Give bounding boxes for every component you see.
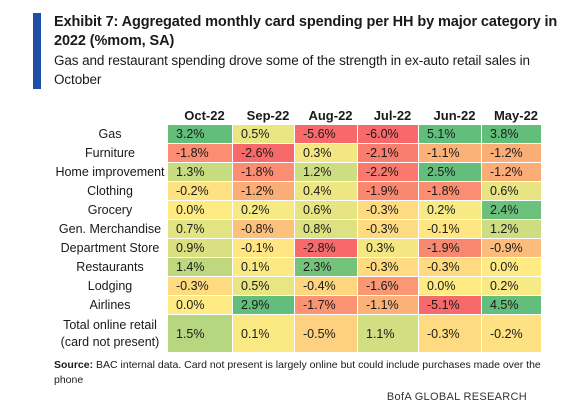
row-label-department-store: Department Store [60,241,160,255]
exhibit-title: Exhibit 7: Aggregated monthly card spend… [54,14,558,49]
cell-total-online-retail-card-not-present-aug-22: -0.5% [295,315,358,353]
cell-furniture-sep-22: -2.6% [233,144,295,163]
cell-gen-merchandise-oct-22: 0.7% [168,220,233,239]
cell-lodging-oct-22: -0.3% [168,277,233,296]
accent-bar [33,13,41,89]
cell-grocery-may-22: 2.4% [482,201,542,220]
cell-restaurants-jun-22: -0.3% [419,258,482,277]
cell-restaurants-sep-22: 0.1% [233,258,295,277]
cell-clothing-sep-22: -1.2% [233,182,295,201]
source-text: BAC internal data. Card not present is l… [54,359,541,386]
heatmap-table: Oct-22 Sep-22 Aug-22 Jul-22 Jun-22 May-22 Gas 3… [54,106,560,353]
cell-grocery-jul-22: -0.3% [358,201,419,220]
cell-restaurants-aug-22: 2.3% [295,258,358,277]
row-label-clothing: Clothing [87,184,133,198]
cell-home-improvement-jul-22: -2.2% [358,163,419,182]
cell-airlines-jul-22: -1.1% [358,296,419,315]
cell-gas-aug-22: -5.6% [295,125,358,144]
row-label-lodging: Lodging [87,279,133,293]
cell-airlines-sep-22: 2.9% [233,296,295,315]
column-header-jul-22: Jul-22 [373,108,412,123]
row-label-furniture: Furniture [84,146,136,160]
row-label-home-improvement: Home improvement [55,165,165,179]
cell-clothing-jul-22: -1.9% [358,182,419,201]
cell-department-store-jul-22: 0.3% [358,239,419,258]
cell-restaurants-may-22: 0.0% [482,258,542,277]
cell-grocery-jun-22: 0.2% [419,201,482,220]
column-header-oct-22: Oct-22 [184,108,225,123]
cell-home-improvement-oct-22: 1.3% [168,163,233,182]
cell-clothing-may-22: 0.6% [482,182,542,201]
row-label-gas: Gas [98,127,122,141]
cell-clothing-oct-22: -0.2% [168,182,233,201]
cell-department-store-may-22: -0.9% [482,239,542,258]
cell-total-online-retail-card-not-present-oct-22: 1.5% [168,315,233,353]
cell-airlines-may-22: 4.5% [482,296,542,315]
brand-footer: BofA GLOBAL RESEARCH [386,391,527,403]
cell-clothing-jun-22: -1.8% [419,182,482,201]
cell-furniture-may-22: -1.2% [482,144,542,163]
row-label-restaurants: Restaurants [76,260,144,274]
exhibit-subtitle: Gas and restaurant spending drove some o… [54,53,530,87]
cell-airlines-oct-22: 0.0% [168,296,233,315]
cell-restaurants-oct-22: 1.4% [168,258,233,277]
cell-furniture-jul-22: -2.1% [358,144,419,163]
cell-total-online-retail-card-not-present-may-22: -0.2% [482,315,542,353]
cell-gas-may-22: 3.8% [482,125,542,144]
cell-grocery-sep-22: 0.2% [233,201,295,220]
cell-lodging-may-22: 0.2% [482,277,542,296]
cell-total-online-retail-card-not-present-sep-22: 0.1% [233,315,295,353]
cell-gas-jun-22: 5.1% [419,125,482,144]
cell-department-store-oct-22: 0.9% [168,239,233,258]
cell-department-store-aug-22: -2.8% [295,239,358,258]
cell-lodging-sep-22: 0.5% [233,277,295,296]
cell-gen-merchandise-aug-22: 0.8% [295,220,358,239]
cell-gas-oct-22: 3.2% [168,125,233,144]
cell-gas-sep-22: 0.5% [233,125,295,144]
cell-lodging-jun-22: 0.0% [419,277,482,296]
cell-furniture-aug-22: 0.3% [295,144,358,163]
header-corner [54,106,168,125]
column-header-may-22: May-22 [493,108,539,123]
cell-furniture-oct-22: -1.8% [168,144,233,163]
cell-department-store-sep-22: -0.1% [233,239,295,258]
cell-lodging-aug-22: -0.4% [295,277,358,296]
cell-home-improvement-jun-22: 2.5% [419,163,482,182]
column-header-jun-22: Jun-22 [433,108,476,123]
cell-clothing-aug-22: 0.4% [295,182,358,201]
row-label-total-online-retail-card-not-present: Total online retail (card not present) [60,318,160,349]
cell-gen-merchandise-jun-22: -0.1% [419,220,482,239]
cell-restaurants-jul-22: -0.3% [358,258,419,277]
column-header-aug-22: Aug-22 [308,108,353,123]
cell-department-store-jun-22: -1.9% [419,239,482,258]
row-label-airlines: Airlines [89,298,131,312]
cell-airlines-jun-22: -5.1% [419,296,482,315]
column-header-sep-22: Sep-22 [246,108,290,123]
cell-lodging-jul-22: -1.6% [358,277,419,296]
row-label-gen-merchandise: Gen. Merchandise [58,222,162,236]
cell-total-online-retail-card-not-present-jun-22: -0.3% [419,315,482,353]
cell-furniture-jun-22: -1.1% [419,144,482,163]
cell-grocery-oct-22: 0.0% [168,201,233,220]
cell-home-improvement-may-22: -1.2% [482,163,542,182]
cell-gen-merchandise-sep-22: -0.8% [233,220,295,239]
cell-grocery-aug-22: 0.6% [295,201,358,220]
cell-total-online-retail-card-not-present-jul-22: 1.1% [358,315,419,353]
cell-home-improvement-aug-22: 1.2% [295,163,358,182]
cell-gen-merchandise-may-22: 1.2% [482,220,542,239]
row-label-grocery: Grocery [87,203,133,217]
source-label: Source: [54,359,94,371]
cell-home-improvement-sep-22: -1.8% [233,163,295,182]
cell-gen-merchandise-jul-22: -0.3% [358,220,419,239]
cell-gas-jul-22: -6.0% [358,125,419,144]
source-note: Source: BAC internal data. Card not pres… [54,358,559,388]
cell-airlines-aug-22: -1.7% [295,296,358,315]
